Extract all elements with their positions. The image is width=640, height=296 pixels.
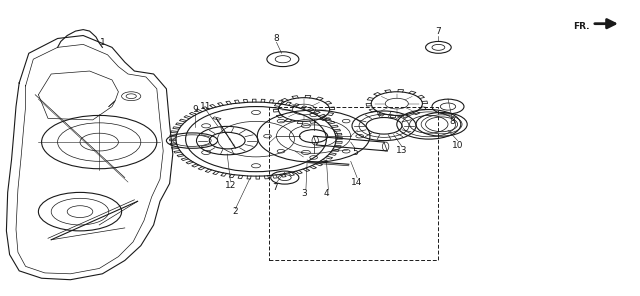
- Text: 2: 2: [233, 207, 238, 216]
- Text: 9: 9: [193, 105, 198, 114]
- Text: 3: 3: [301, 189, 307, 198]
- Text: 1: 1: [100, 38, 105, 47]
- Text: 12: 12: [225, 181, 236, 189]
- Text: FR.: FR.: [573, 22, 589, 31]
- Bar: [269, 107, 438, 260]
- Text: 5: 5: [353, 148, 358, 157]
- Text: 14: 14: [351, 178, 363, 186]
- Text: 7: 7: [273, 184, 278, 192]
- Text: 8: 8: [449, 117, 454, 126]
- Text: 8: 8: [274, 34, 279, 43]
- Text: 4: 4: [324, 189, 329, 198]
- Bar: [212, 117, 221, 120]
- Text: 10: 10: [452, 141, 463, 149]
- Text: 7: 7: [436, 27, 441, 36]
- Text: 13: 13: [396, 147, 408, 155]
- Text: 11: 11: [200, 102, 212, 111]
